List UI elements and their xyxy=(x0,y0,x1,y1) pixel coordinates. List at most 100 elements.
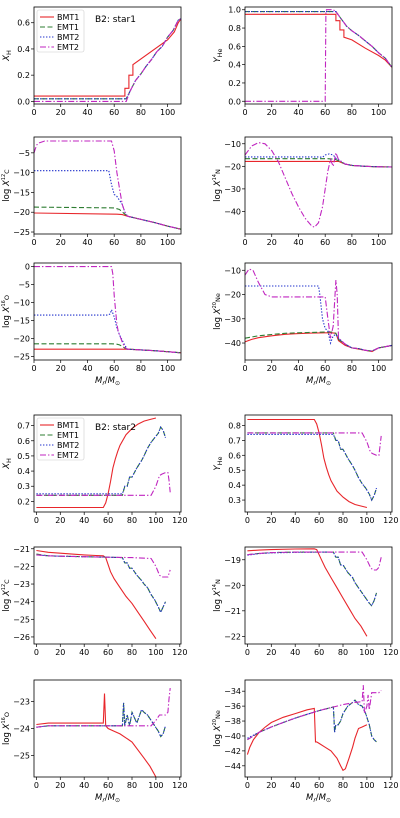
series-BMT1-line xyxy=(246,707,368,772)
series-BMT2-line xyxy=(247,433,378,502)
series-EMT1-line xyxy=(245,11,392,68)
y-tick-label: 0.0 xyxy=(17,97,30,106)
ylabel-mass-number: 16 xyxy=(1,300,7,306)
axes-frame xyxy=(244,6,393,105)
xlabel-M2: M xyxy=(319,376,327,386)
series-EMT2-line xyxy=(34,18,181,102)
x-tick-label: 0 xyxy=(242,108,247,117)
x-tick-label: 20 xyxy=(267,364,277,373)
x-tick-label: 20 xyxy=(266,781,276,790)
xlabel-r: r xyxy=(102,797,105,804)
ylabel-subscript: He xyxy=(216,456,224,465)
x-axis-label: Mr/M⊙ xyxy=(95,793,120,804)
x-tick-label: 0 xyxy=(31,364,36,373)
ylabel-subscript: H xyxy=(5,50,13,55)
ylabel-subscript: 20Ne xyxy=(212,293,222,308)
series-EMT1-line xyxy=(34,206,181,230)
ylabel-prefix: log xyxy=(213,596,223,612)
legend-label-EMT1: EMT1 xyxy=(57,431,79,440)
x-tick-label: 80 xyxy=(338,781,348,790)
y-tick-label: −20 xyxy=(224,581,241,590)
ylabel-subscript: 20Ne xyxy=(212,710,222,725)
y-tick-label: −25 xyxy=(13,228,30,237)
ylabel-symbol: Y xyxy=(213,57,223,63)
panel-s2_C: 0 20 40 60 80 100 120 −26 −25 −24 −23 −22 −21 log X12… xyxy=(1,545,187,657)
x-tick-label: 60 xyxy=(103,781,113,790)
ylabel-symbol: X xyxy=(2,590,12,597)
legend-label-BMT1: BMT1 xyxy=(57,13,79,22)
y-axis-label: log X14N xyxy=(212,579,223,612)
y-tick-label: −5 xyxy=(18,281,30,290)
x-tick-label: 40 xyxy=(290,516,300,525)
x-tick-label: 60 xyxy=(314,516,324,525)
y-axis-label: YHe xyxy=(213,48,224,62)
x-tick-label: 0 xyxy=(31,238,36,247)
ylabel-element: N xyxy=(214,169,222,174)
series-BMT2-line xyxy=(34,170,181,230)
y-axis-label: log X16O xyxy=(1,712,12,745)
ylabel-mass-number: 14 xyxy=(212,584,218,590)
ylabel-symbol: X xyxy=(213,308,223,315)
x-tick-label: 60 xyxy=(109,108,119,117)
legend-label-BMT1: BMT1 xyxy=(57,421,79,430)
y-tick-label: 1.0 xyxy=(228,6,241,15)
y-tick-label: −25 xyxy=(13,751,30,760)
ylabel-mass-number: 14 xyxy=(212,174,218,180)
x-tick-label: 100 xyxy=(359,781,374,790)
y-tick-label: 0.5 xyxy=(17,452,30,461)
x-tick-label: 0 xyxy=(34,648,39,657)
ylabel-symbol: X xyxy=(2,723,12,730)
xlabel-M: M xyxy=(306,793,314,803)
y-tick-label: 0.8 xyxy=(228,421,241,430)
y-tick-label: −24 xyxy=(13,725,30,734)
x-tick-label: 100 xyxy=(160,108,175,117)
series-EMT2-line xyxy=(34,140,181,230)
series-BMT1-line xyxy=(245,13,392,68)
ylabel-subscript: H xyxy=(5,458,13,463)
y-tick-label: 0.6 xyxy=(17,437,30,446)
x-tick-label: 60 xyxy=(109,238,119,247)
series-EMT1-line xyxy=(245,158,392,168)
y-tick-label: −15 xyxy=(13,316,30,325)
ylabel-element: O xyxy=(3,295,11,300)
xlabel-M: M xyxy=(95,376,103,386)
xlabel-r: r xyxy=(102,380,105,387)
ylabel-symbol: X xyxy=(2,306,12,313)
y-tick-label: 0.5 xyxy=(228,466,241,475)
series-EMT2-line xyxy=(245,142,392,228)
y-tick-label: 0.3 xyxy=(228,496,241,505)
y-tick-label: −20 xyxy=(224,162,241,171)
y-axis-label: XH xyxy=(2,458,13,470)
xlabel-sun: ⊙ xyxy=(326,380,331,387)
ylabel-prefix: log xyxy=(2,596,12,612)
panel-s2_YHe: 0 20 40 60 80 100 120 0.3 0.4 0.5 0.6 0.7 0.8 YHe xyxy=(213,414,398,525)
x-tick-label: 40 xyxy=(293,238,303,247)
legend-label-BMT2: BMT2 xyxy=(57,33,79,42)
axes-frame xyxy=(33,546,182,645)
y-tick-label: 0.7 xyxy=(228,436,241,445)
y-tick-label: 0.4 xyxy=(228,61,241,70)
series-BMT1-line xyxy=(34,18,181,97)
y-tick-label: −20 xyxy=(13,208,30,217)
series-EMT2-line xyxy=(247,432,382,456)
x-tick-label: 0 xyxy=(242,238,247,247)
y-tick-label: −30 xyxy=(224,315,241,324)
x-tick-label: 80 xyxy=(338,516,348,525)
y-tick-label: −26 xyxy=(13,633,30,642)
x-tick-label: 120 xyxy=(383,516,398,525)
xlabel-M2: M xyxy=(108,376,116,386)
y-tick-label: −36 xyxy=(224,702,241,711)
axes-frame xyxy=(244,136,393,235)
xlabel-slash: / xyxy=(105,376,108,386)
x-tick-label: 0 xyxy=(34,781,39,790)
x-tick-label: 60 xyxy=(314,781,324,790)
panel-s2_N: 0 20 40 60 80 100 120 −22 −21 −20 −19 log X14N xyxy=(212,546,398,657)
y-tick-label: 0.4 xyxy=(17,467,30,476)
ylabel-prefix: log xyxy=(213,731,223,747)
series-EMT1-line xyxy=(34,343,181,354)
series-EMT2-line xyxy=(36,688,171,728)
x-tick-label: 120 xyxy=(383,781,398,790)
